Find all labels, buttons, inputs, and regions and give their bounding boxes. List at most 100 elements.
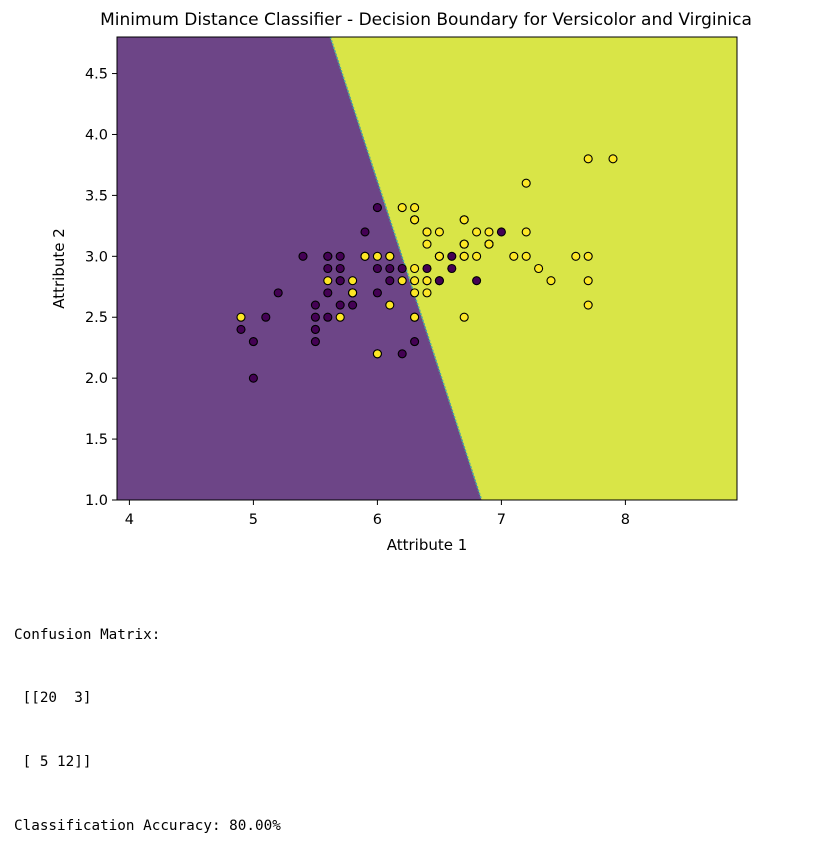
y-tick-label: 3.0	[85, 249, 108, 265]
plot-frame	[116, 36, 738, 501]
data-point-class-1	[397, 276, 407, 286]
confusion-matrix-row-1: [[20 3]	[14, 690, 92, 707]
data-point-class-1	[422, 276, 432, 286]
y-tick-label: 4.0	[85, 127, 108, 143]
y-tick-label: 1.5	[85, 432, 108, 448]
data-point-class-1	[472, 251, 482, 261]
data-point-class-0	[447, 251, 457, 261]
data-point-class-1	[484, 227, 494, 237]
data-point-class-1	[410, 215, 420, 225]
data-point-class-1	[459, 312, 469, 322]
y-tick-label: 2.0	[85, 371, 108, 387]
data-point-class-1	[583, 300, 593, 310]
data-point-class-0	[372, 288, 382, 298]
data-point-class-0	[248, 337, 258, 347]
data-point-class-0	[372, 203, 382, 213]
data-point-class-0	[397, 349, 407, 359]
x-tick-label: 8	[621, 512, 630, 528]
data-point-class-0	[310, 312, 320, 322]
data-point-class-1	[410, 263, 420, 274]
data-point-class-1	[372, 251, 382, 261]
data-point-class-0	[385, 263, 395, 274]
data-point-class-0	[372, 263, 382, 274]
x-axis-label: Attribute 1	[387, 536, 468, 554]
data-point-class-1	[472, 227, 482, 237]
plot-area	[116, 36, 738, 501]
data-point-class-0	[323, 251, 333, 261]
decision-regions	[117, 36, 737, 501]
data-point-class-0	[447, 263, 457, 274]
data-point-class-1	[459, 215, 469, 225]
data-point-class-1	[571, 251, 581, 261]
data-point-class-1	[434, 251, 444, 261]
data-point-class-0	[310, 337, 320, 347]
data-point-class-1	[534, 263, 544, 274]
data-point-class-1	[385, 300, 395, 310]
x-tick-label: 4	[125, 512, 134, 528]
data-point-class-0	[410, 337, 420, 347]
data-point-class-1	[583, 276, 593, 286]
data-point-class-0	[298, 251, 308, 261]
data-point-class-0	[310, 300, 320, 310]
y-tick-label: 3.5	[85, 188, 108, 204]
x-tick-label: 6	[373, 512, 382, 528]
data-point-class-1	[422, 288, 432, 298]
data-points	[236, 154, 618, 383]
console-output: Confusion Matrix: [[20 3] [ 5 12]] Class…	[14, 582, 281, 859]
data-point-class-0	[310, 324, 320, 334]
data-point-class-1	[410, 203, 420, 213]
data-point-class-1	[546, 276, 556, 286]
data-point-class-0	[323, 288, 333, 298]
data-point-class-0	[434, 276, 444, 286]
data-point-class-1	[236, 312, 246, 322]
data-point-class-1	[360, 251, 370, 261]
y-axis: 1.0 1.5 2.0 2.5 3.0 3.5 4.0 4.5	[85, 67, 117, 509]
data-point-class-1	[372, 349, 382, 359]
y-tick-label: 1.0	[85, 493, 108, 509]
data-point-class-0	[323, 263, 333, 274]
data-point-class-1	[459, 239, 469, 249]
data-point-class-1	[521, 178, 531, 188]
data-point-class-1	[521, 251, 531, 261]
x-tick-label: 5	[249, 512, 258, 528]
region-class-0	[117, 37, 482, 500]
y-axis-label: Attribute 2	[50, 228, 68, 309]
data-point-class-1	[397, 203, 407, 213]
data-point-class-0	[360, 227, 370, 237]
data-point-class-0	[496, 227, 506, 237]
data-point-class-0	[335, 300, 345, 310]
decision-boundary-line	[329, 36, 483, 501]
data-point-class-1	[521, 227, 531, 237]
data-point-class-0	[348, 300, 358, 310]
data-point-class-1	[410, 276, 420, 286]
data-point-class-1	[385, 251, 395, 261]
data-point-class-1	[348, 276, 358, 286]
data-point-class-1	[323, 276, 333, 286]
data-point-class-1	[509, 251, 519, 261]
data-point-class-1	[459, 251, 469, 261]
y-tick-label: 4.5	[85, 67, 108, 83]
data-point-class-1	[422, 227, 432, 237]
confusion-matrix-row-2: [ 5 12]]	[14, 754, 92, 771]
data-point-class-1	[583, 154, 593, 164]
chart-title: Minimum Distance Classifier - Decision B…	[100, 10, 752, 30]
decision-boundary-chart: Minimum Distance Classifier - Decision B…	[50, 10, 752, 554]
data-point-class-0	[261, 312, 271, 322]
data-point-class-1	[583, 251, 593, 261]
data-point-class-0	[397, 263, 407, 274]
data-point-class-0	[335, 263, 345, 274]
x-axis: 4 5 6 7 8	[125, 500, 630, 528]
data-point-class-1	[410, 312, 420, 322]
data-point-class-1	[434, 227, 444, 237]
data-point-class-1	[422, 239, 432, 249]
data-point-class-1	[608, 154, 618, 164]
classification-accuracy: Classification Accuracy: 80.00%	[14, 818, 281, 835]
data-point-class-0	[335, 276, 345, 286]
x-tick-label: 7	[497, 512, 506, 528]
data-point-class-0	[236, 324, 246, 334]
data-point-class-0	[273, 288, 283, 298]
data-point-class-0	[335, 251, 345, 261]
data-point-class-0	[472, 276, 482, 286]
data-point-class-1	[335, 312, 345, 322]
data-point-class-1	[348, 288, 358, 298]
